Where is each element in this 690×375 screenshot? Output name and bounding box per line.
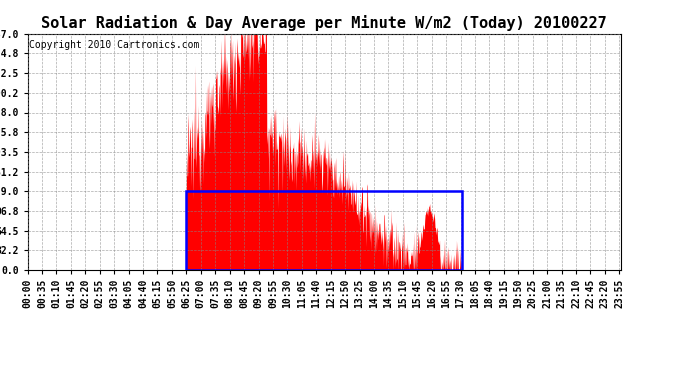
Title: Solar Radiation & Day Average per Minute W/m2 (Today) 20100227: Solar Radiation & Day Average per Minute…: [41, 15, 607, 31]
Text: Copyright 2010 Cartronics.com: Copyright 2010 Cartronics.com: [29, 40, 199, 50]
Bar: [186, 191, 462, 270]
